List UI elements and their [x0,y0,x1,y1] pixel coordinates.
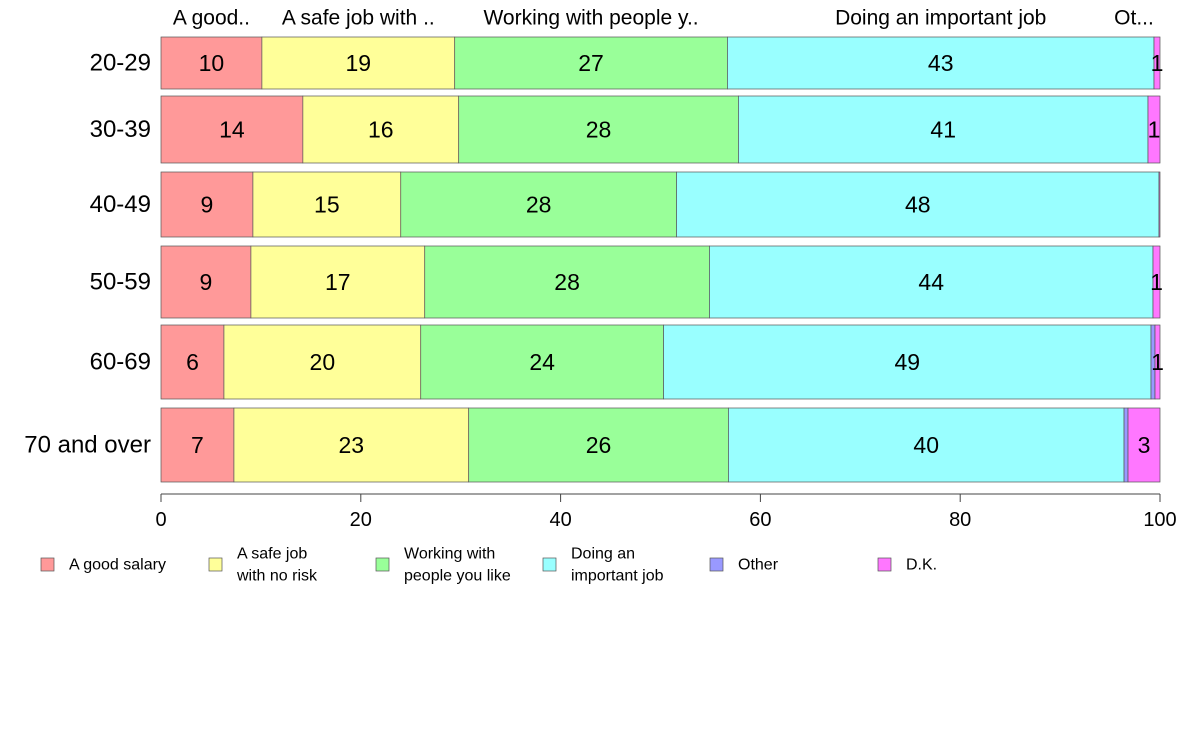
bar-segment [1154,324,1161,400]
data-label: 3 [1138,432,1151,458]
data-label: 41 [930,117,956,143]
data-label: 28 [586,117,612,143]
x-tick-label: 20 [350,509,372,531]
y-category-label: 20-29 [90,50,151,77]
bar-segment [1127,407,1161,483]
data-label: 23 [339,432,365,458]
bar-segment [727,36,1155,90]
bar-segment [1153,36,1161,90]
legend-swatch [375,557,390,572]
x-axis: 0 20 40 60 80 100 [155,493,1177,531]
bar-segment [676,171,1160,238]
bar-segment [709,245,1154,319]
top-category-label: Doing an important job [835,7,1046,30]
bar-segment [424,245,710,319]
bar-segment [400,171,677,238]
bar-segment [468,407,729,483]
legend-label: Other [738,557,779,574]
bar-segment [454,36,728,90]
data-label: 7 [191,432,204,458]
data-label: 24 [529,349,555,375]
data-label: 49 [894,349,920,375]
data-label: 40 [913,432,939,458]
data-label: 16 [368,117,394,143]
bar-segment [1152,245,1161,319]
bar-segment [160,407,235,483]
bar-segment [233,407,470,483]
data-label: 10 [199,50,225,76]
data-label: 1 [1148,117,1161,143]
data-label: 48 [905,192,931,218]
data-label: 43 [928,50,954,76]
bar-segment [160,171,254,238]
bar-segment [1147,95,1161,164]
y-category-label: 30-39 [90,116,151,143]
y-axis-labels: 20-29 30-39 40-49 50-59 60-69 70 and over [24,50,151,459]
data-label: 6 [186,349,199,375]
bar-segment [663,324,1152,400]
data-label: 1 [1151,50,1164,76]
legend-label: with no risk [236,568,318,585]
bars-layer: 10 19 27 43 114 16 28 41 19 15 28 489 17 28 44 16 20 24 49… [160,36,1164,483]
data-label: 27 [578,50,604,76]
legend-label: D.K. [906,557,937,574]
data-label: 1 [1151,349,1164,375]
legend-label: Doing an [571,546,635,563]
bar-segment [160,95,304,164]
legend: A good salary A safe job with no risk Worki… [40,546,937,585]
legend-swatch [208,557,223,572]
top-category-label: A safe job with .. [282,7,435,30]
bar-segment [252,171,402,238]
legend-label: A safe job [237,546,307,563]
bar-segment [728,407,1125,483]
legend-label: people you like [404,568,511,585]
bar-segment [302,95,460,164]
bar-segment [160,324,225,400]
data-label: 1 [1150,269,1163,295]
legend-label: Working with [404,546,495,563]
data-label: 28 [554,269,580,295]
bar-segment [1123,407,1129,483]
bar-segment [160,36,263,90]
bar-segment [1158,171,1161,238]
y-category-label: 70 and over [24,432,151,459]
bar-segment [738,95,1149,164]
bar-segment [458,95,739,164]
bar-segment [250,245,426,319]
top-category-labels: A good.. A safe job with .. Working with p… [173,7,1154,30]
top-category-label: Ot... [1114,7,1154,30]
legend-label: important job [571,568,664,585]
data-label: 15 [314,192,340,218]
data-label: 17 [325,269,351,295]
data-label: 19 [346,50,372,76]
bar-segment [261,36,456,90]
top-category-label: A good.. [173,7,250,30]
data-label: 14 [219,117,245,143]
x-tick-label: 100 [1143,509,1176,531]
x-tick-label: 80 [949,509,971,531]
bar-segment [160,245,252,319]
data-label: 9 [201,192,214,218]
bar-segment [420,324,664,400]
y-category-label: 60-69 [90,349,151,376]
data-label: 20 [310,349,336,375]
top-category-label: Working with people y.. [483,7,698,30]
legend-swatch [542,557,557,572]
data-label: 44 [918,269,944,295]
legend-label: A good salary [69,557,166,574]
bar-segment [223,324,422,400]
y-category-label: 40-49 [90,191,151,218]
x-tick-label: 40 [549,509,571,531]
legend-swatch [40,557,55,572]
data-label: 28 [526,192,552,218]
data-label: 9 [200,269,213,295]
data-label: 26 [586,432,612,458]
y-category-label: 50-59 [90,269,151,296]
x-tick-label: 60 [749,509,771,531]
legend-swatch [709,557,724,572]
legend-swatch [877,557,892,572]
x-tick-label: 0 [155,509,166,531]
